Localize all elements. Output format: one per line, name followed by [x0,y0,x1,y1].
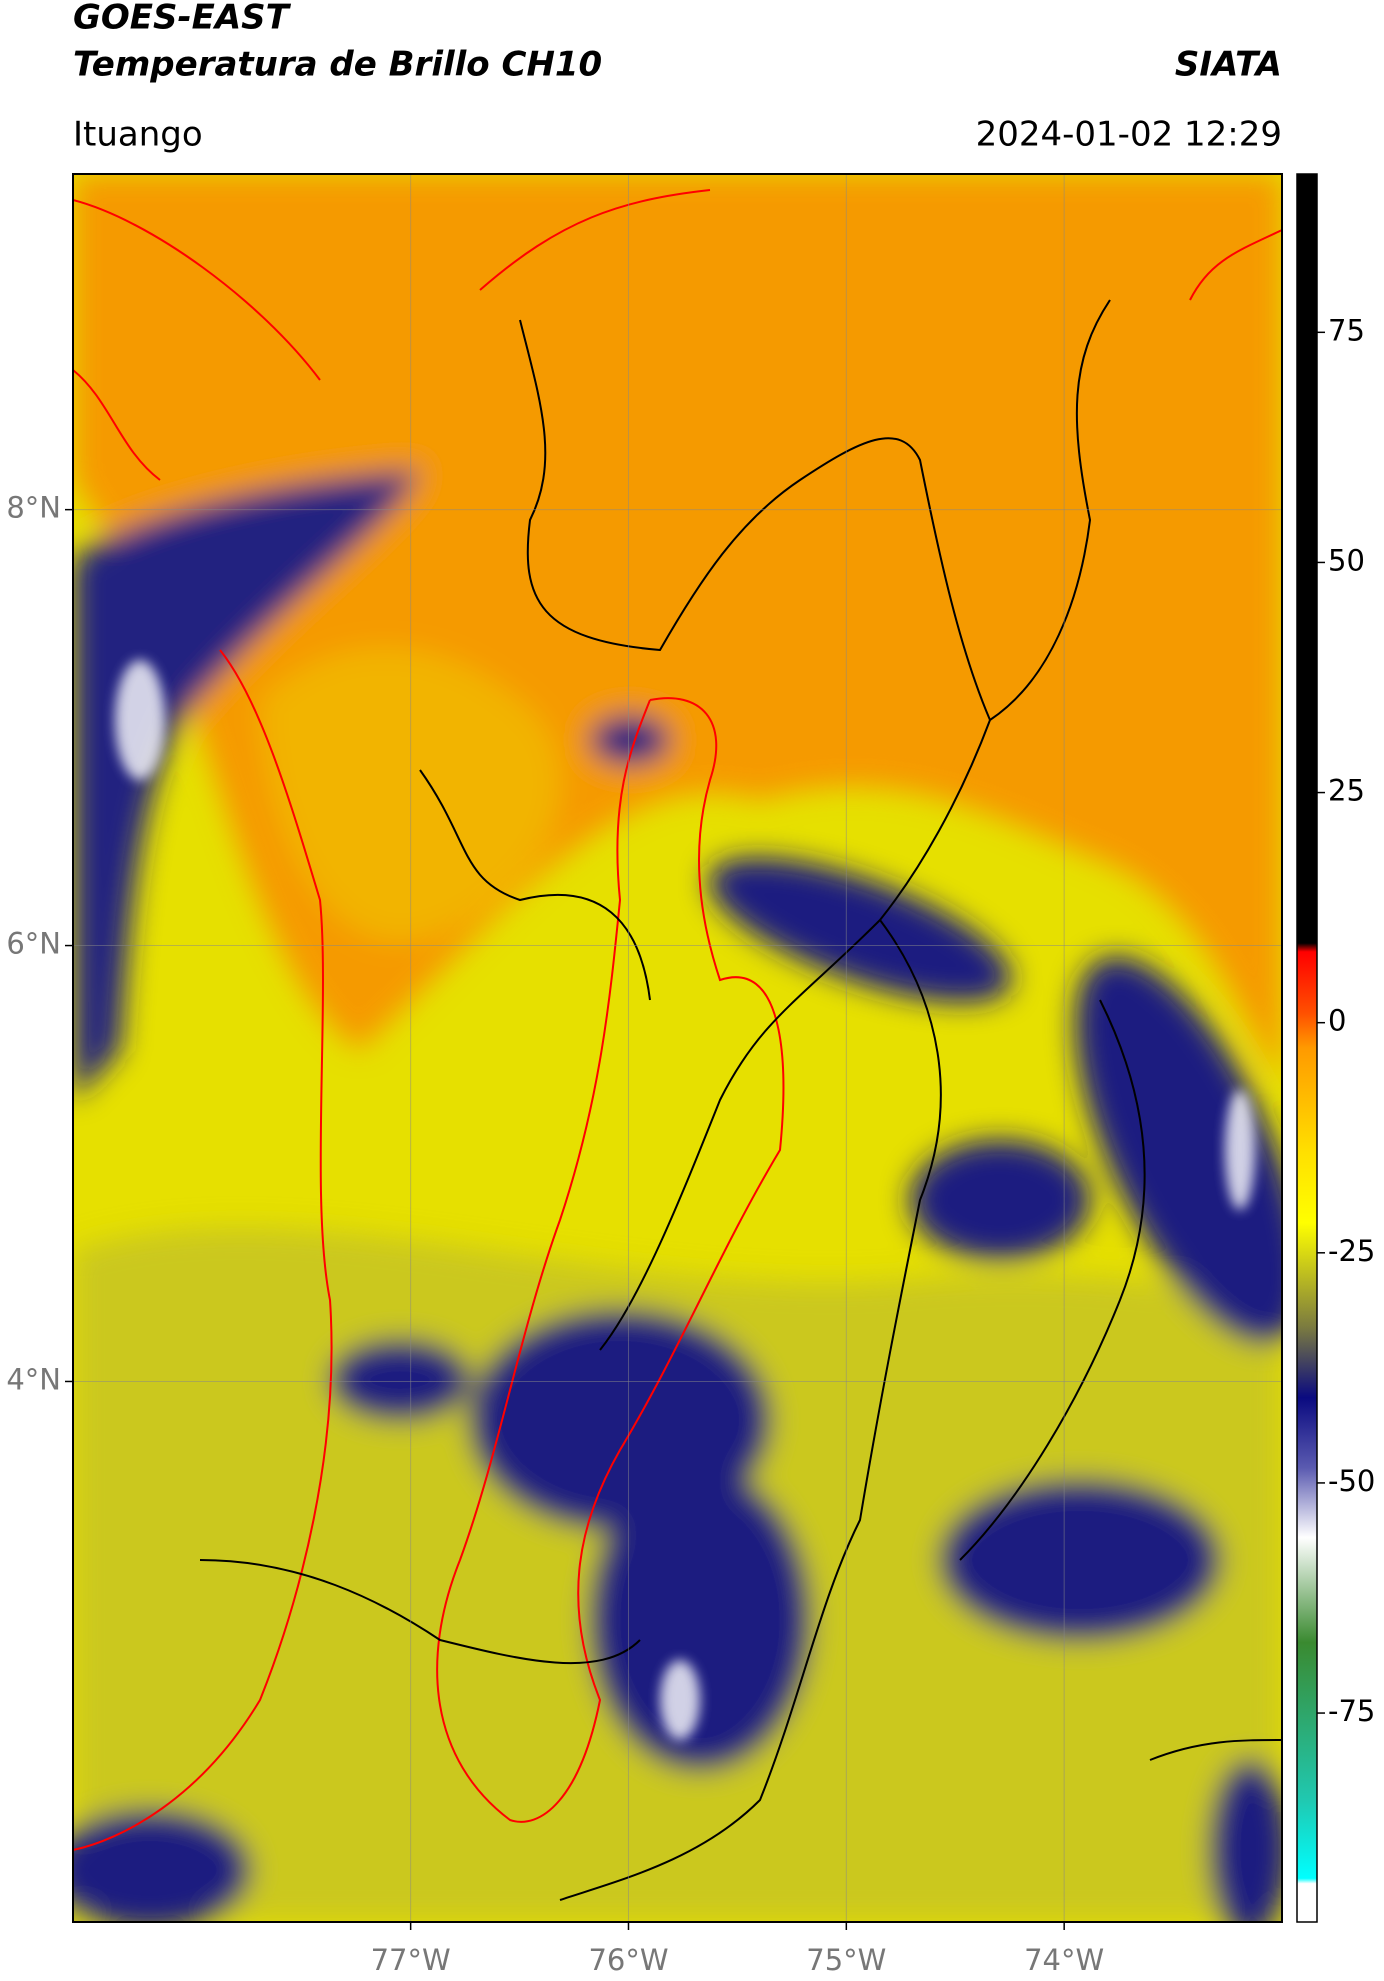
source: SIATA [1175,45,1282,85]
colorbar-tick-label: 50 [1328,543,1365,577]
satellite-image [73,174,1282,1922]
x-tick-label: 76°W [588,1943,668,1977]
colorbar-tick-label: -75 [1328,1694,1375,1728]
colorbar-tick-label: 0 [1328,1004,1346,1038]
location: Ituango [73,115,203,155]
colorbar-tick-label: -50 [1328,1464,1375,1498]
x-tick-label: 74°W [1024,1943,1104,1977]
map-frame [72,173,1283,1923]
y-tick-label: 4°N [6,1362,61,1396]
subtitle: Temperatura de Brillo CH10 [73,45,602,85]
datetime: 2024-01-02 12:29 [976,115,1282,155]
y-tick-label: 6°N [6,927,61,961]
x-tick-label: 75°W [806,1943,886,1977]
colorbar [1296,173,1318,1923]
colorbar-tick-label: -25 [1328,1234,1375,1268]
title: GOES-EAST [73,0,292,38]
x-tick-label: 77°W [371,1943,451,1977]
colorbar-tick-label: 75 [1328,313,1365,347]
colorbar-tick-label: 25 [1328,774,1365,808]
y-tick-label: 8°N [6,491,61,525]
